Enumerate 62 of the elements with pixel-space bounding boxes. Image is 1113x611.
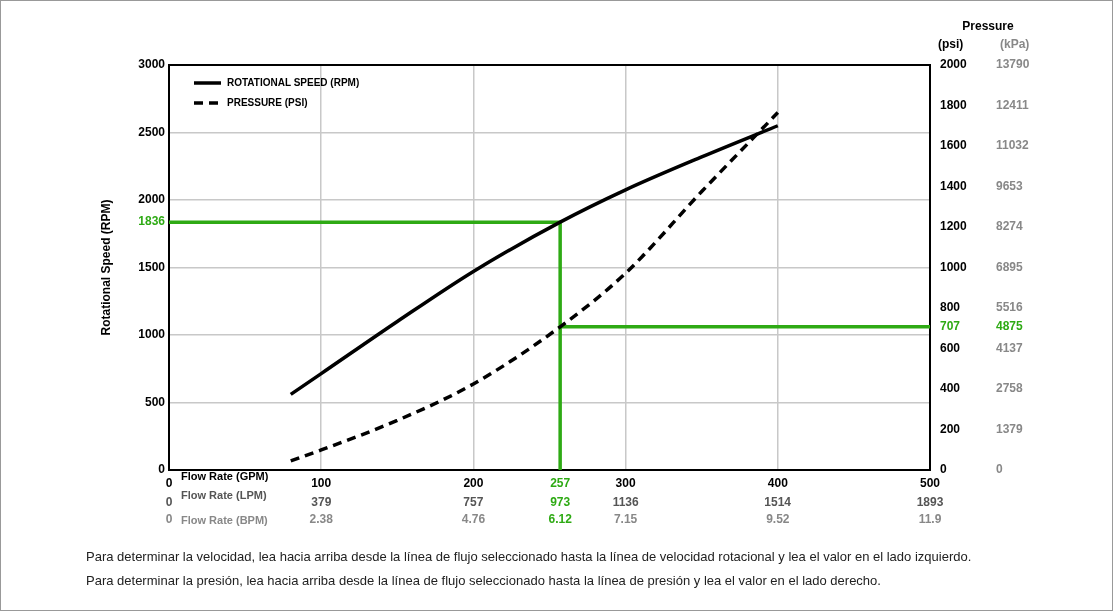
x-tick-label: 257 bbox=[550, 475, 571, 490]
y-tick-label: 2000 bbox=[138, 192, 166, 207]
x2-axis-title: Flow Rate (LPM) bbox=[181, 489, 267, 502]
y-tick-label: 1000 bbox=[138, 327, 166, 342]
y2-tick-label: 400 bbox=[940, 381, 961, 396]
legend-label: PRESSURE (PSI) bbox=[227, 96, 308, 108]
y2-tick-label: 2000 bbox=[940, 57, 968, 72]
y2-tick-label: 1200 bbox=[940, 219, 968, 234]
x-tick-label: 400 bbox=[767, 475, 789, 490]
y3-tick-label: 4137 bbox=[996, 340, 1024, 355]
y3-tick-label: 1379 bbox=[996, 421, 1024, 436]
x-tick-label: 100 bbox=[311, 475, 332, 490]
text: Para determinar la presión, lea hacia arriba desde la línea de flujo seleccionado hasta la línea de presión y lea el valor en el lado derecho. bbox=[86, 572, 882, 590]
y3-tick-label: 5516 bbox=[996, 300, 1024, 315]
text: 4.76 bbox=[461, 512, 486, 527]
text: 9.52 bbox=[766, 512, 790, 527]
legend-label: ROTATIONAL SPEED (RPM) bbox=[227, 76, 360, 88]
y2-tick-label: 0 bbox=[940, 462, 947, 477]
y2-tick-label: 200 bbox=[940, 421, 961, 436]
x2-tick-label: 757 bbox=[463, 494, 484, 509]
y2-axis-title: (psi) bbox=[938, 37, 964, 52]
text: Pressure bbox=[962, 19, 1015, 34]
y3-tick-label: 11032 bbox=[996, 138, 1030, 153]
y2-tick-label: 1000 bbox=[940, 259, 968, 274]
x2-tick-label: 1136 bbox=[612, 494, 640, 509]
x-tick-label: 500 bbox=[919, 475, 941, 490]
text: 2.38 bbox=[309, 512, 334, 527]
y2-tick-label: 1800 bbox=[940, 97, 968, 112]
y3-tick-label: 6895 bbox=[996, 259, 1024, 274]
y3-tick-label: 12411 bbox=[996, 97, 1030, 112]
text: Flow Rate (BPM) bbox=[181, 513, 269, 526]
y-tick-label: 0 bbox=[158, 462, 166, 477]
y-tick-label: 3000 bbox=[138, 57, 166, 72]
x-tick-label: 200 bbox=[463, 475, 484, 490]
x2-tick-label: 379 bbox=[311, 494, 332, 509]
x-tick-label: 300 bbox=[615, 475, 636, 490]
y3-tick-label: 8274 bbox=[996, 219, 1024, 234]
y2-tick-label: 1600 bbox=[940, 138, 968, 153]
line-series bbox=[289, 110, 780, 463]
x-axis-title: Flow Rate (GPM) bbox=[181, 470, 269, 483]
text: 11.9 bbox=[918, 512, 942, 527]
y-tick-label: 1836 bbox=[138, 214, 166, 229]
y3-tick-label: 0 bbox=[996, 462, 1003, 477]
y3-tick-label: 2758 bbox=[996, 381, 1024, 396]
text: 7.15 bbox=[613, 512, 638, 527]
y-tick-label: 2500 bbox=[138, 124, 166, 139]
x2-tick-label: 973 bbox=[550, 494, 571, 509]
text: Para determinar la velocidad, lea hacia arriba desde la línea de flujo seleccionado hasta la línea de velocidad rotacional y lea el valor en el lado izquierdo. bbox=[86, 548, 972, 566]
y3-tick-label: 4875 bbox=[996, 319, 1024, 334]
y3-axis-title: (kPa) bbox=[1000, 37, 1030, 52]
y-tick-label: 1500 bbox=[138, 259, 166, 274]
y3-tick-label: 13790 bbox=[996, 57, 1030, 72]
y2-tick-label: 800 bbox=[940, 300, 961, 315]
y-axis-title: Rotational Speed (RPM) bbox=[99, 199, 114, 336]
y2-tick-label: 707 bbox=[940, 319, 961, 334]
x2-tick-label: 1893 bbox=[916, 494, 944, 509]
y2-tick-label: 1400 bbox=[940, 178, 968, 193]
x2-tick-label: 1514 bbox=[764, 494, 792, 509]
text: 6.12 bbox=[548, 512, 573, 527]
y-tick-label: 500 bbox=[144, 394, 166, 409]
y3-tick-label: 9653 bbox=[996, 178, 1024, 193]
y2-tick-label: 600 bbox=[940, 340, 961, 355]
